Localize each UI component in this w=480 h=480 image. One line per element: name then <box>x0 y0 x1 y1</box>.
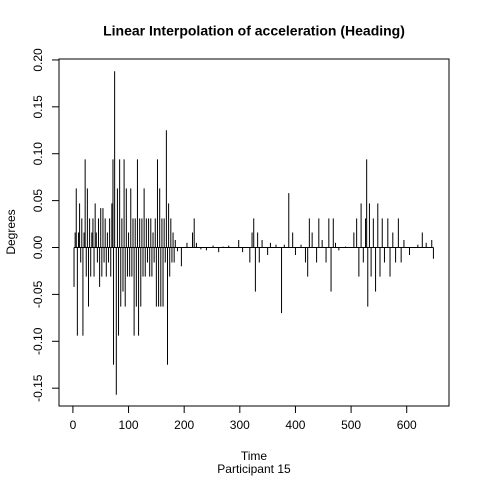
y-tick-label: 0.15 <box>31 95 45 119</box>
y-tick-label: -0.15 <box>31 374 45 402</box>
y-tick-label: -0.10 <box>31 327 45 355</box>
y-tick-label: -0.05 <box>31 280 45 308</box>
y-tick-label: 0.20 <box>31 48 45 72</box>
x-tick-label: 100 <box>119 418 139 432</box>
plot-frame <box>58 58 450 407</box>
chart-title: Linear Interpolation of acceleration (He… <box>103 23 405 39</box>
y-tick-label: 0.05 <box>31 189 45 213</box>
x-axis-label: Time <box>241 449 268 463</box>
y-tick-label: 0.10 <box>31 142 45 166</box>
x-tick-label: 200 <box>174 418 194 432</box>
x-tick-label: 300 <box>230 418 250 432</box>
x-tick-label: 600 <box>397 418 417 432</box>
y-tick-label: 0.00 <box>31 236 45 260</box>
x-tick-label: 400 <box>285 418 305 432</box>
x-tick-label: 0 <box>70 418 77 432</box>
x-tick-label: 500 <box>341 418 361 432</box>
y-axis-label: Degrees <box>4 209 18 254</box>
subtitle: Participant 15 <box>217 462 291 476</box>
